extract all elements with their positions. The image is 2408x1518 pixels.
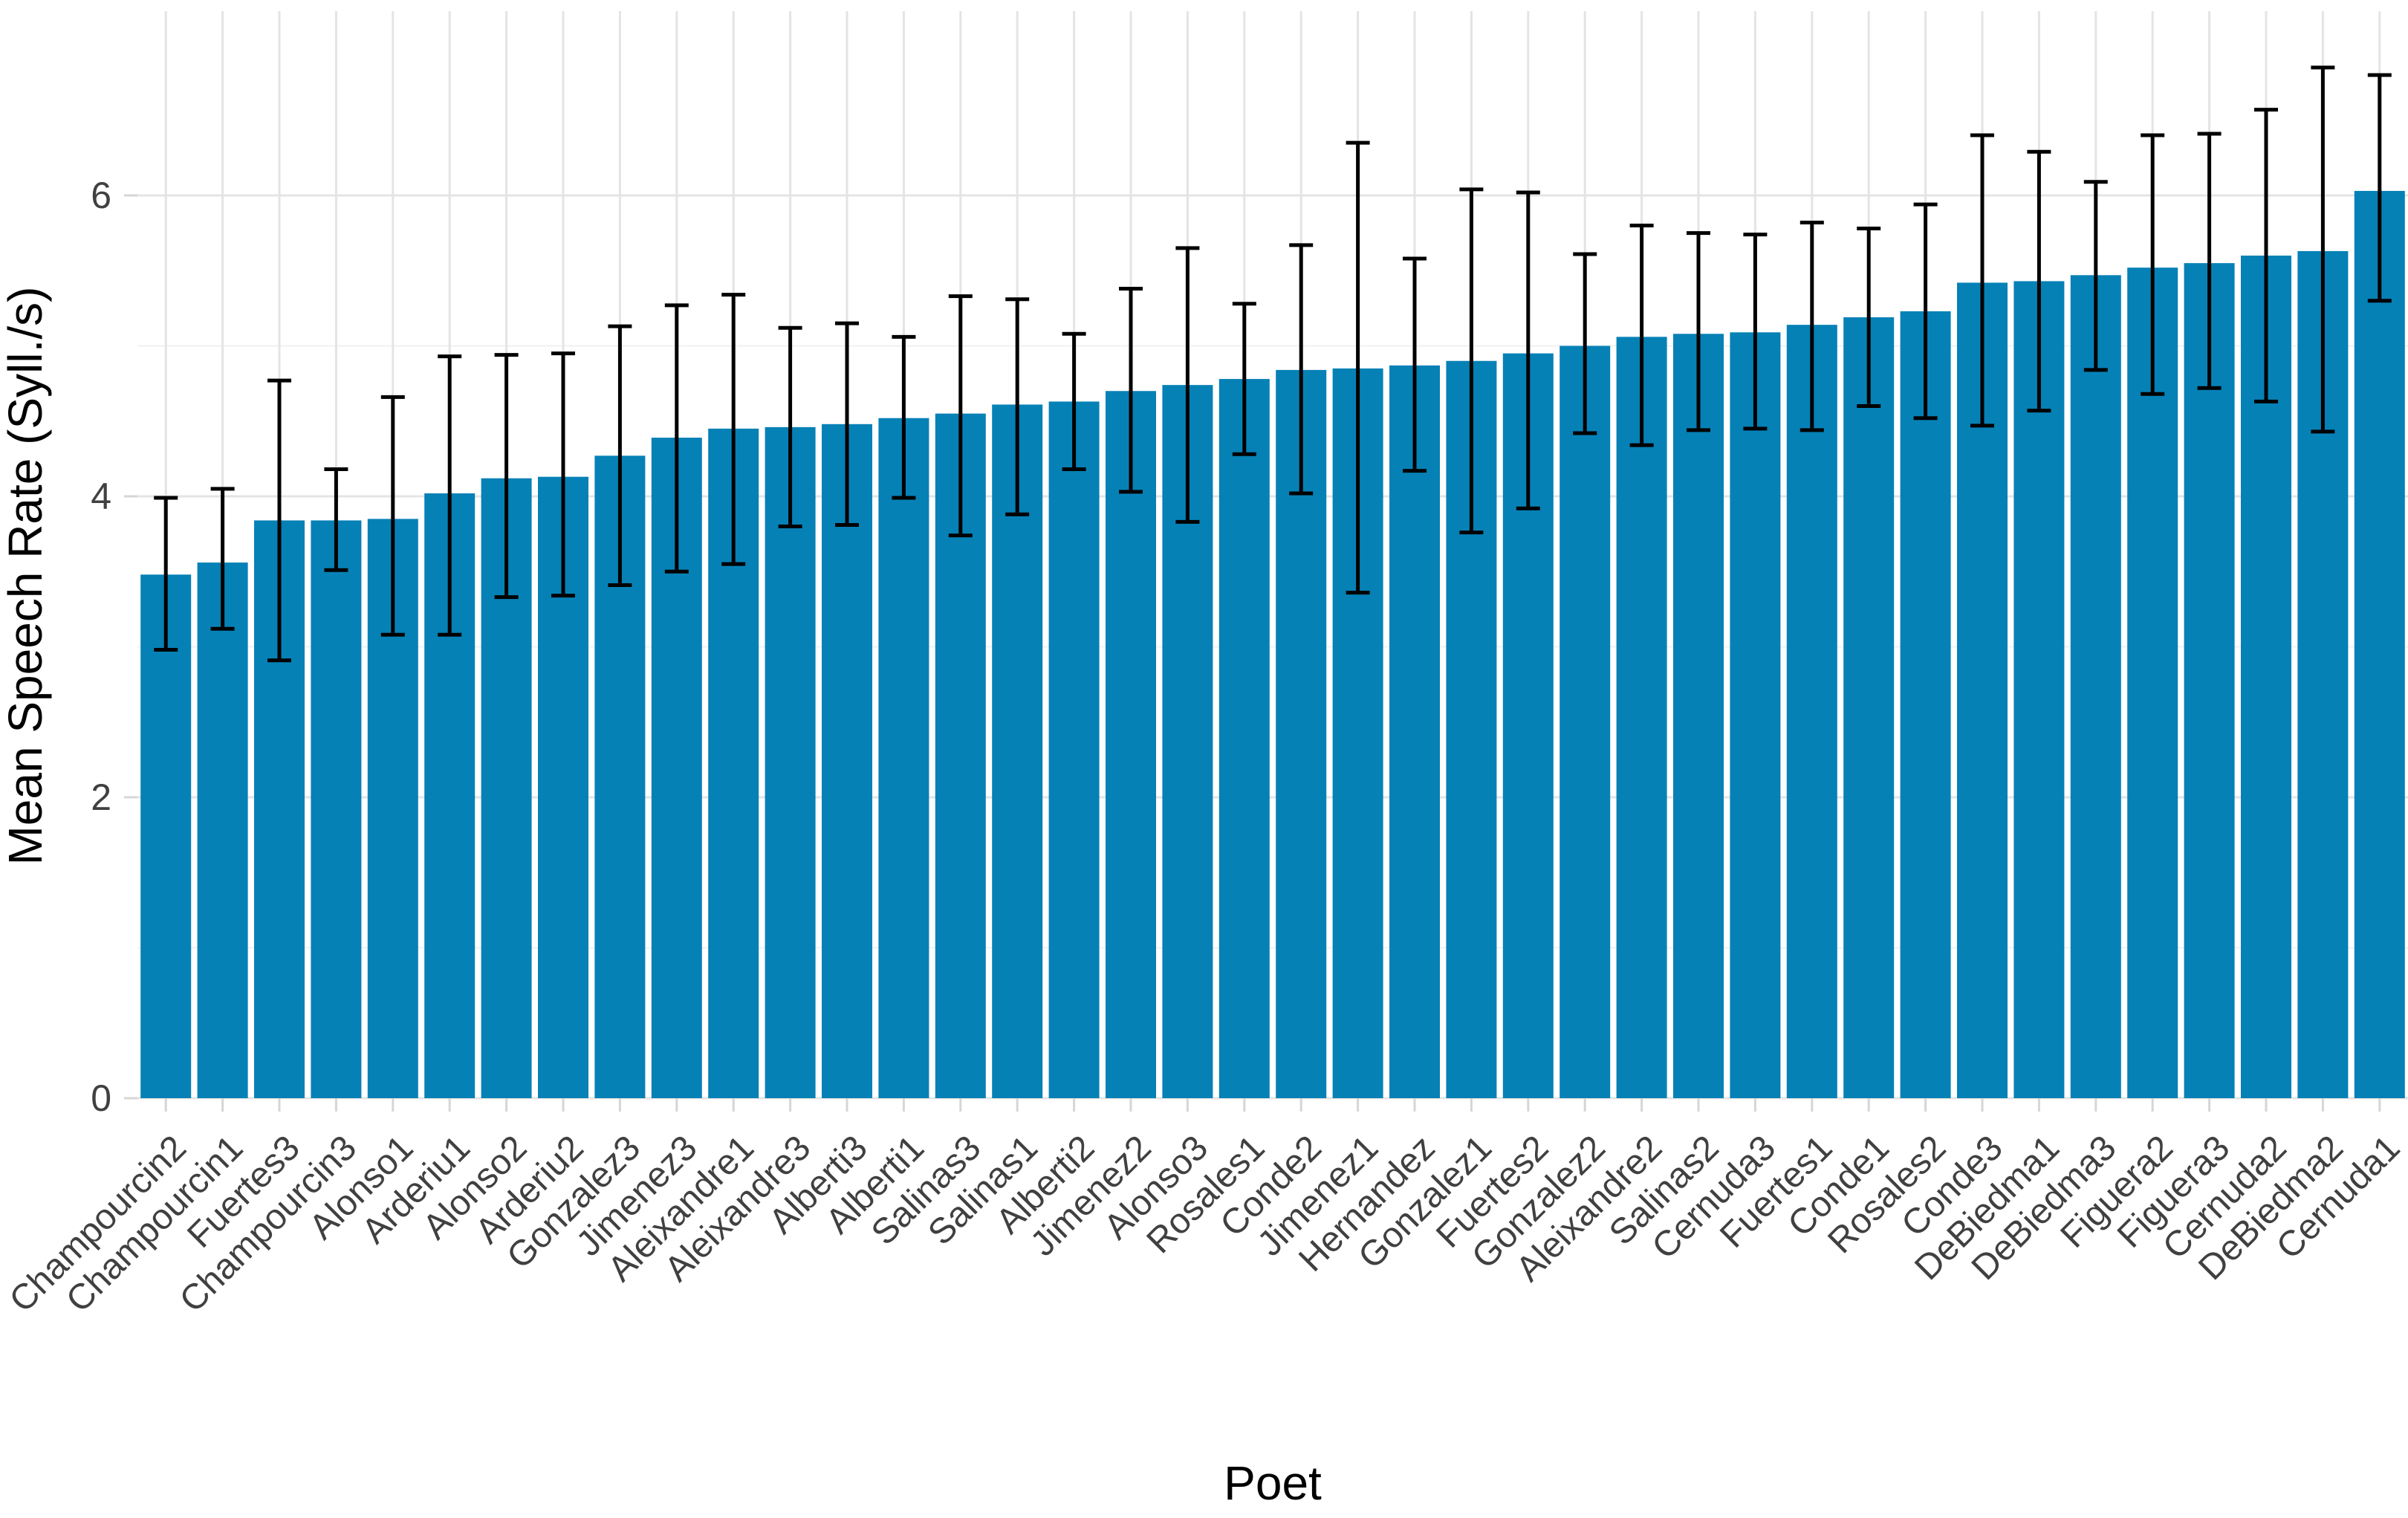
bar-Cernuda3	[1730, 332, 1781, 1098]
bar-Salinas2	[1673, 334, 1724, 1098]
bar-Rosales2	[1900, 311, 1951, 1098]
bar-Alberti3	[822, 424, 872, 1098]
y-tick-label-0: 0	[91, 1077, 111, 1119]
bar-Aleixandre2	[1616, 337, 1667, 1099]
bar-Cernuda1	[2354, 190, 2405, 1098]
y-tick-label-4: 4	[91, 476, 111, 517]
bar-DeBiedma1	[2013, 281, 2065, 1098]
bar-Hernandez	[1389, 365, 1440, 1098]
bar-Aleixandre3	[765, 426, 816, 1098]
bar-Fuertes1	[1786, 325, 1837, 1098]
y-tick-label-2: 2	[91, 776, 111, 818]
bar-DeBiedma3	[2070, 275, 2121, 1099]
bar-Alberti1	[878, 418, 929, 1098]
bar-Conde1	[1843, 317, 1895, 1098]
y-axis-title: Mean Speech Rate (Syll./s)	[0, 287, 52, 866]
bar-Jimenez2	[1106, 391, 1156, 1098]
bar-Figuera3	[2184, 263, 2235, 1098]
y-tick-label-6: 6	[91, 175, 111, 216]
bar-Rosales1	[1218, 379, 1270, 1098]
bar-Gonzalez2	[1560, 346, 1611, 1098]
bar-Alberti2	[1048, 401, 1100, 1098]
x-axis-title: Poet	[1224, 1456, 1322, 1510]
bar-Figuera2	[2127, 267, 2178, 1099]
bar-Salinas1	[992, 404, 1043, 1098]
bar-Champourcin2	[140, 574, 192, 1098]
bar-Champourcin1	[197, 562, 248, 1098]
bar-Champourcin3	[311, 520, 362, 1098]
